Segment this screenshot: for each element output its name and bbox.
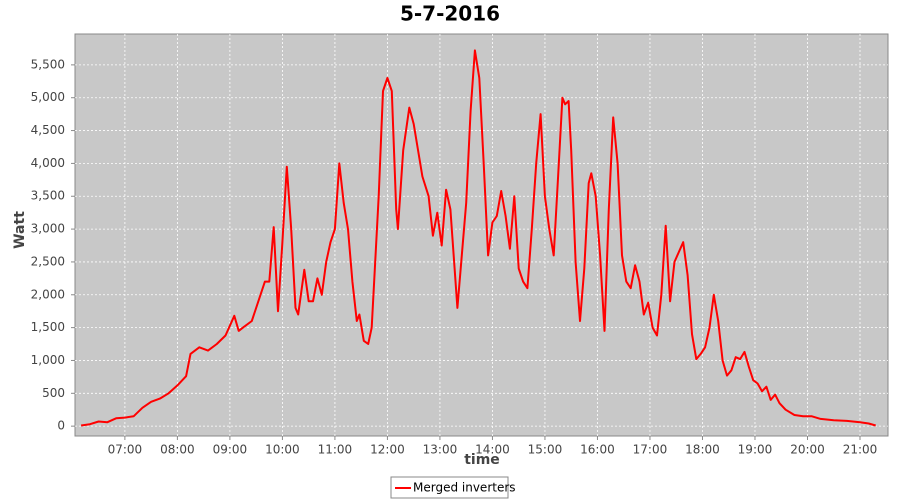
x-tick-label: 10:00 — [265, 443, 300, 457]
y-tick-label: 2,500 — [31, 254, 65, 268]
y-tick-label: 3,500 — [31, 189, 65, 203]
y-tick-label: 500 — [42, 386, 65, 400]
x-tick-label: 21:00 — [843, 443, 878, 457]
x-tick-label: 15:00 — [528, 443, 563, 457]
legend-box — [390, 476, 509, 499]
x-tick-label: 20:00 — [790, 443, 825, 457]
x-tick-label: 08:00 — [160, 443, 195, 457]
legend-label: Merged inverters — [413, 481, 516, 495]
x-tick-label: 14:00 — [475, 443, 510, 457]
y-tick-label: 2,000 — [31, 287, 65, 301]
legend: Merged inverters — [390, 476, 516, 499]
x-tick-label: 09:00 — [213, 443, 248, 457]
y-tick-label: 5,500 — [31, 57, 65, 71]
y-tick-label: 1,000 — [31, 353, 65, 367]
chart-title: 5-7-2016 — [400, 2, 500, 26]
plot-background — [74, 33, 889, 437]
data-line — [80, 49, 876, 427]
y-tick-label: 4,500 — [31, 123, 65, 137]
x-tick-label: 17:00 — [633, 443, 668, 457]
y-tick-label: 4,000 — [31, 156, 65, 170]
y-tick-label: 1,500 — [31, 320, 65, 334]
x-tick-label: 12:00 — [370, 443, 405, 457]
x-tick-label: 11:00 — [318, 443, 353, 457]
y-tick-label: 0 — [57, 419, 65, 433]
y-axis-label: Watt — [12, 211, 28, 249]
x-tick-label: 19:00 — [738, 443, 773, 457]
x-tick-label: 18:00 — [685, 443, 720, 457]
x-tick-label: 07:00 — [108, 443, 143, 457]
x-tick-label: 16:00 — [580, 443, 615, 457]
x-axis-label: time — [464, 452, 500, 468]
x-tick-label: 13:00 — [423, 443, 458, 457]
y-tick-label: 5,000 — [31, 90, 65, 104]
y-tick-label: 3,000 — [31, 222, 65, 236]
